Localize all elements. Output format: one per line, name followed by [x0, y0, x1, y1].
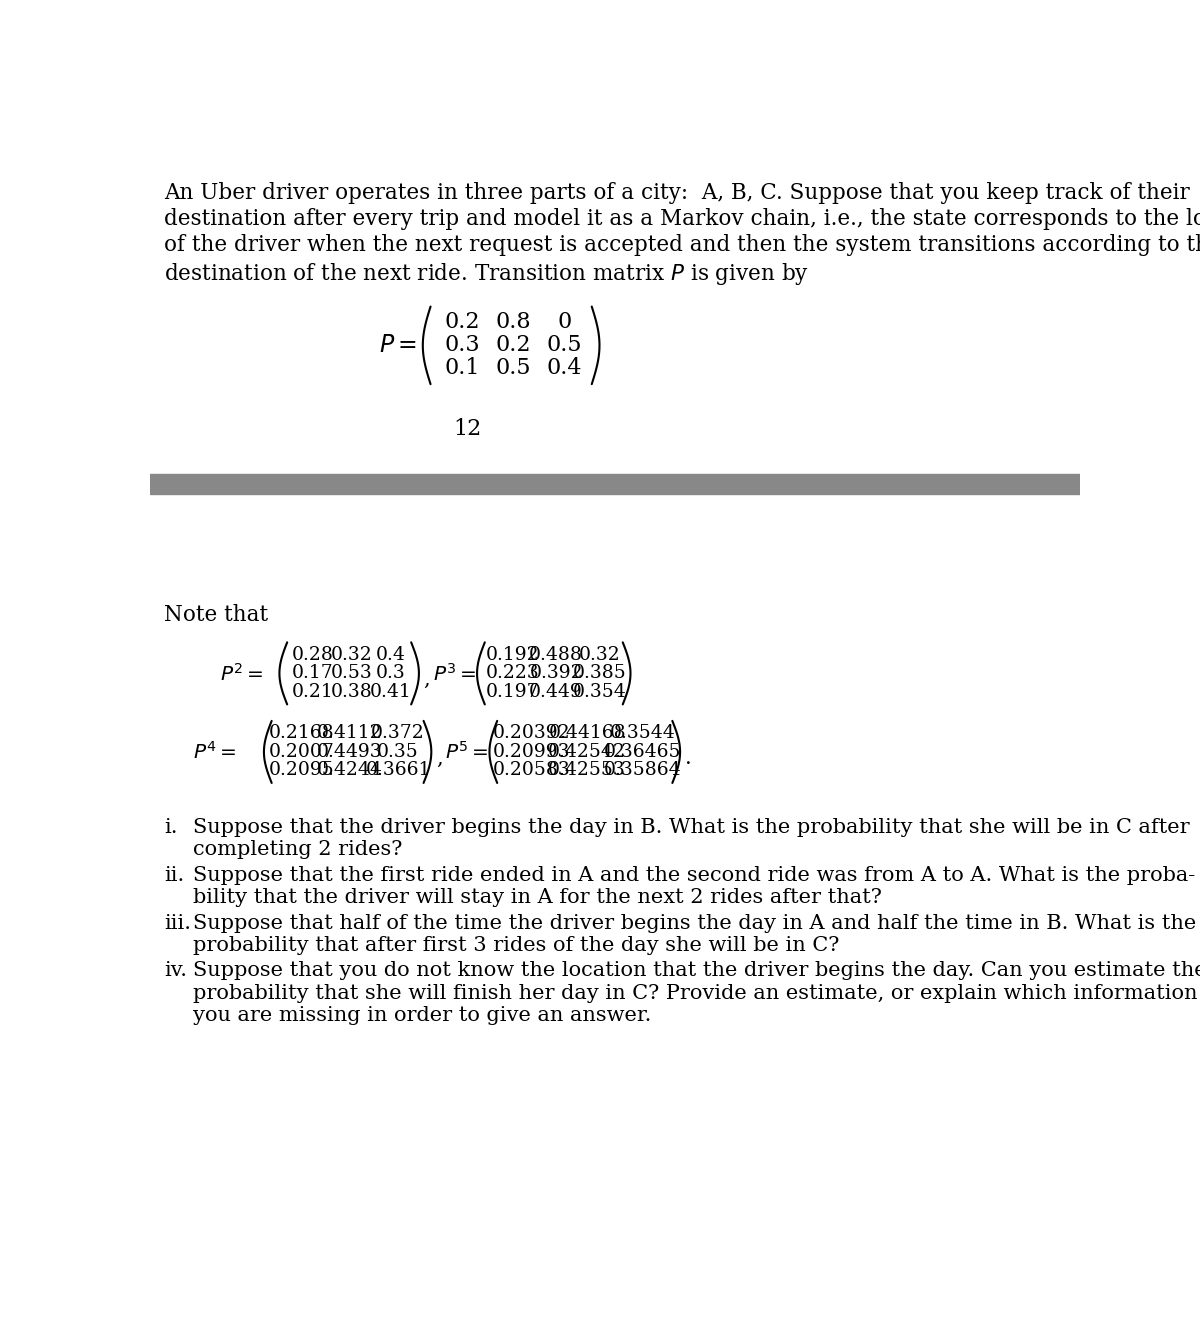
Text: Suppose that the first ride ended in A and the second ride was from A to A. What: Suppose that the first ride ended in A a…	[193, 866, 1195, 884]
Text: 0.20993: 0.20993	[492, 743, 570, 761]
Text: 0.20583: 0.20583	[492, 761, 570, 780]
Text: 0.197: 0.197	[486, 682, 540, 701]
Text: 0.4: 0.4	[547, 357, 582, 380]
Text: 0.35864: 0.35864	[604, 761, 682, 780]
Text: 0.3: 0.3	[376, 665, 406, 682]
Text: 0.385: 0.385	[572, 665, 626, 682]
Text: 0.5: 0.5	[496, 357, 532, 380]
Text: An Uber driver operates in three parts of a city:  A, B, C. Suppose that you kee: An Uber driver operates in three parts o…	[164, 182, 1189, 205]
Text: 0.354: 0.354	[572, 682, 626, 701]
Text: i.: i.	[164, 818, 178, 838]
Text: 0.35: 0.35	[377, 743, 419, 761]
Text: $P^2 =$: $P^2 =$	[220, 662, 263, 684]
Text: 0.5: 0.5	[547, 334, 582, 356]
Text: Note that: Note that	[164, 603, 268, 626]
Text: 0.4: 0.4	[376, 646, 406, 664]
Text: 0: 0	[558, 312, 571, 333]
Text: 0.449: 0.449	[529, 682, 583, 701]
Text: 0.3: 0.3	[444, 334, 480, 356]
Text: 0.42553: 0.42553	[548, 761, 626, 780]
Text: 0.192: 0.192	[486, 646, 540, 664]
Text: 0.4244: 0.4244	[317, 761, 383, 780]
Text: 0.38: 0.38	[331, 682, 372, 701]
Text: 0.2095: 0.2095	[269, 761, 335, 780]
Text: ii.: ii.	[164, 866, 185, 884]
Text: completing 2 rides?: completing 2 rides?	[193, 840, 402, 859]
Text: ,: ,	[424, 670, 431, 689]
Text: you are missing in order to give an answer.: you are missing in order to give an answ…	[193, 1006, 650, 1025]
Text: 0.21: 0.21	[292, 682, 334, 701]
Text: 0.4112: 0.4112	[317, 724, 383, 743]
Text: ,: ,	[436, 748, 443, 768]
Text: .: .	[685, 748, 691, 768]
Text: destination after every trip and model it as a Markov chain, i.e., the state cor: destination after every trip and model i…	[164, 209, 1200, 230]
Text: destination of the next ride. Transition matrix $P$ is given by: destination of the next ride. Transition…	[164, 261, 809, 286]
Text: 0.53: 0.53	[331, 665, 372, 682]
Text: 0.44168: 0.44168	[548, 724, 626, 743]
Text: 0.392: 0.392	[529, 665, 583, 682]
Text: 0.2: 0.2	[496, 334, 532, 356]
Text: 0.20392: 0.20392	[492, 724, 570, 743]
Text: probability that she will finish her day in C? Provide an estimate, or explain w: probability that she will finish her day…	[193, 983, 1198, 1002]
Text: $P =$: $P =$	[379, 334, 416, 357]
Text: 0.1: 0.1	[444, 357, 480, 380]
Text: bility that the driver will stay in A for the next 2 rides after that?: bility that the driver will stay in A fo…	[193, 888, 882, 907]
Text: 0.42542: 0.42542	[548, 743, 626, 761]
Text: 12: 12	[454, 417, 482, 439]
Text: Suppose that you do not know the location that the driver begins the day. Can yo: Suppose that you do not know the locatio…	[193, 962, 1200, 981]
Text: 0.223: 0.223	[486, 665, 540, 682]
Text: 0.17: 0.17	[292, 665, 334, 682]
Text: Suppose that half of the time the driver begins the day in A and half the time i: Suppose that half of the time the driver…	[193, 914, 1196, 933]
Text: probability that after first 3 rides of the day she will be in C?: probability that after first 3 rides of …	[193, 937, 839, 955]
Text: 0.41: 0.41	[370, 682, 412, 701]
Text: 0.8: 0.8	[496, 312, 532, 333]
Text: 0.2007: 0.2007	[269, 743, 335, 761]
Text: of the driver when the next request is accepted and then the system transitions : of the driver when the next request is a…	[164, 234, 1200, 257]
Text: $P^5 =$: $P^5 =$	[445, 741, 488, 763]
Text: iv.: iv.	[164, 962, 187, 981]
Text: iii.: iii.	[164, 914, 191, 933]
Text: $P^3 =$: $P^3 =$	[433, 662, 476, 684]
Text: 0.372: 0.372	[371, 724, 425, 743]
Text: 0.4493: 0.4493	[317, 743, 383, 761]
Text: Suppose that the driver begins the day in B. What is the probability that she wi: Suppose that the driver begins the day i…	[193, 818, 1189, 838]
Text: 0.2168: 0.2168	[269, 724, 335, 743]
Text: 0.3544: 0.3544	[610, 724, 676, 743]
Bar	[150, 474, 1080, 494]
Text: $P^4 =$: $P^4 =$	[193, 741, 236, 763]
Text: 0.32: 0.32	[331, 646, 372, 664]
Text: 0.488: 0.488	[529, 646, 583, 664]
Text: 0.28: 0.28	[292, 646, 334, 664]
Text: 0.32: 0.32	[578, 646, 620, 664]
Text: 0.3661: 0.3661	[365, 761, 431, 780]
Text: 0.2: 0.2	[444, 312, 480, 333]
Text: 0.36465: 0.36465	[604, 743, 682, 761]
